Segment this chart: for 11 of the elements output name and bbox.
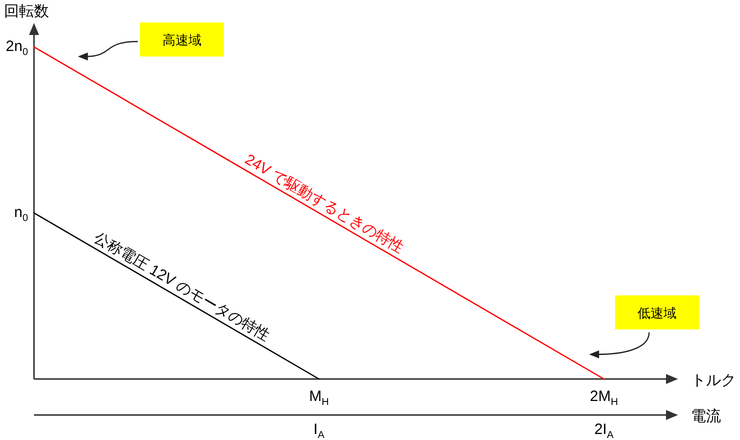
annotation: 高速域 bbox=[162, 32, 202, 48]
annotation: 低速域 bbox=[638, 305, 677, 320]
x-tick-label: M$_{H}$ bbox=[309, 388, 329, 408]
x2-axis-title: 電流 bbox=[691, 408, 721, 425]
y-axis-title: 回転数 bbox=[4, 3, 49, 20]
text: n$_{0}$ bbox=[14, 204, 28, 224]
text: I$_{A}$ bbox=[314, 421, 325, 440]
text: 2n$_{0}$ bbox=[6, 38, 28, 58]
x-tick-label: 2M$_{H}$ bbox=[590, 388, 618, 408]
text: 2I$_{A}$ bbox=[594, 421, 614, 440]
x-axis-title: トルク bbox=[691, 372, 736, 389]
